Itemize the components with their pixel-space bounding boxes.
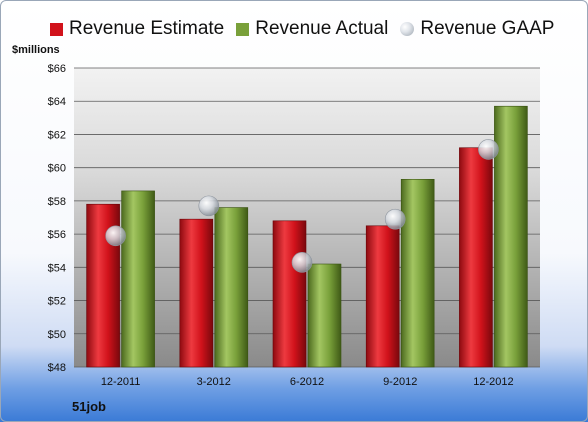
y-tick-label: $66 xyxy=(48,63,66,75)
bar-revenue-estimate xyxy=(179,218,214,368)
marker-revenue-gaap xyxy=(478,139,499,160)
bar-revenue-estimate xyxy=(365,225,400,368)
bar-revenue-estimate xyxy=(459,147,493,368)
legend-swatch-estimate xyxy=(50,22,63,36)
company-name: 51job xyxy=(72,399,106,414)
bar-revenue-actual xyxy=(494,105,528,368)
y-tick-label: $52 xyxy=(48,296,66,308)
legend-swatch-actual xyxy=(236,22,250,36)
legend-label-gaap: Revenue GAAP xyxy=(420,18,555,39)
y-tick-label: $58 xyxy=(48,196,66,208)
x-tick-label: 3-2012 xyxy=(197,376,231,388)
legend-swatch-gaap xyxy=(400,22,415,36)
marker-revenue-gaap xyxy=(384,208,406,230)
legend: Revenue Estimate Revenue Actual Revenue … xyxy=(50,15,554,43)
y-tick-label: $50 xyxy=(48,329,66,341)
y-tick-label: $62 xyxy=(48,129,66,141)
x-tick-label: 12-2012 xyxy=(473,376,513,388)
y-tick-label: $56 xyxy=(48,229,66,241)
bar-revenue-actual xyxy=(214,207,249,368)
bar-revenue-actual xyxy=(400,178,435,368)
legend-label-actual: Revenue Actual xyxy=(255,18,389,39)
y-tick-label: $64 xyxy=(48,96,66,108)
x-tick-label: 12-2011 xyxy=(101,376,141,388)
legend-item-estimate: Revenue Estimate xyxy=(50,18,224,40)
legend-label-estimate: Revenue Estimate xyxy=(69,18,225,39)
y-axis-unit-label: $millions xyxy=(12,44,60,56)
legend-item-actual: Revenue Actual xyxy=(236,18,388,40)
bar-revenue-actual xyxy=(121,190,155,368)
x-tick-label: 9-2012 xyxy=(383,376,417,388)
bar-revenue-actual xyxy=(307,263,342,368)
y-tick-label: $60 xyxy=(48,163,66,175)
marker-revenue-gaap xyxy=(291,252,313,273)
y-tick-label: $54 xyxy=(48,262,66,274)
bar-revenue-estimate xyxy=(272,220,307,368)
marker-revenue-gaap xyxy=(105,225,126,247)
marker-revenue-gaap xyxy=(198,195,220,217)
legend-item-gaap: Revenue GAAP xyxy=(400,18,554,40)
x-tick-label: 6-2012 xyxy=(290,376,324,388)
y-tick-label: $48 xyxy=(48,362,66,374)
